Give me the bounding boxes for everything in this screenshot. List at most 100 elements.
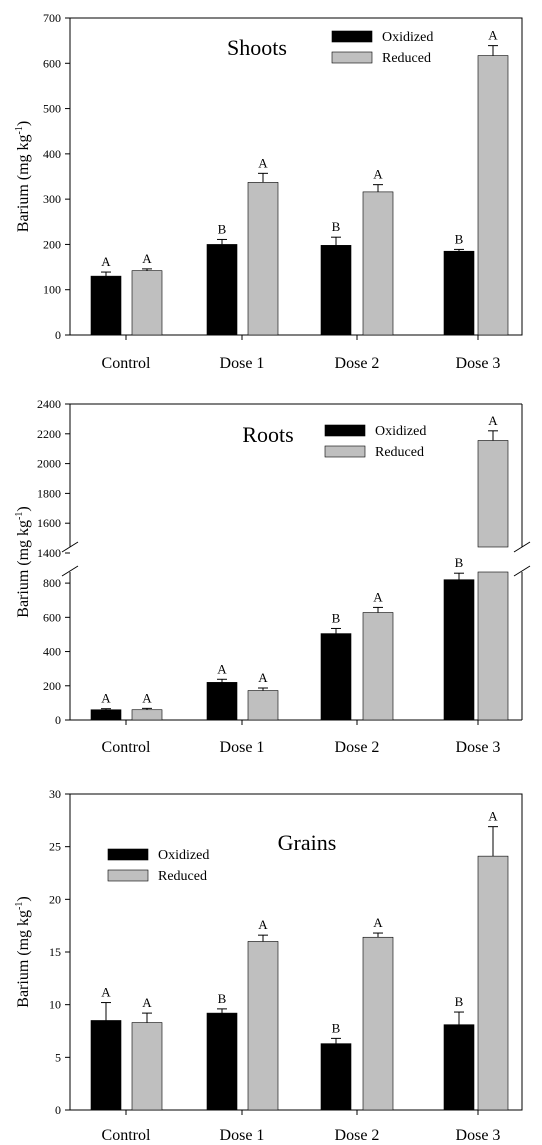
- x-tick-label: Dose 2: [335, 355, 380, 372]
- legend-swatch: [331, 30, 373, 43]
- y-tick-label: 1800: [37, 486, 61, 500]
- x-tick-label: Control: [102, 355, 151, 372]
- y-tick-label: 800: [43, 576, 61, 590]
- bar: [362, 612, 394, 721]
- significance-letter: A: [258, 155, 268, 170]
- bar-upper: [477, 440, 509, 548]
- x-tick-label: Dose 3: [456, 1127, 501, 1144]
- y-axis-title: Barium (mg kg-1): [14, 121, 32, 232]
- y-tick-label: 15: [49, 945, 61, 959]
- legend-swatch: [324, 424, 366, 437]
- bar: [206, 244, 238, 336]
- significance-letter: A: [258, 670, 268, 685]
- x-tick-label: Dose 3: [456, 739, 501, 756]
- legend-swatch: [324, 445, 366, 458]
- x-tick-label: Control: [102, 739, 151, 756]
- significance-letter: A: [142, 995, 152, 1010]
- significance-letter: A: [488, 28, 498, 43]
- significance-letter: B: [332, 219, 341, 234]
- bar: [477, 55, 509, 336]
- bar: [443, 250, 475, 336]
- legend-label: Reduced: [375, 445, 424, 460]
- significance-letter: A: [101, 985, 111, 1000]
- y-tick-label: 300: [43, 192, 61, 206]
- legend-label: Reduced: [158, 869, 207, 884]
- y-tick-label: 0: [55, 328, 61, 342]
- significance-letter: A: [142, 251, 152, 266]
- bar: [320, 245, 352, 336]
- axis-break-mark-right: [513, 541, 531, 577]
- significance-letter: B: [218, 991, 227, 1006]
- bar: [247, 941, 279, 1111]
- y-tick-label: 600: [43, 56, 61, 70]
- bar: [90, 1020, 122, 1111]
- y-axis-title: Barium (mg kg-1): [14, 896, 32, 1007]
- significance-letter: A: [373, 589, 383, 604]
- significance-letter: B: [218, 221, 227, 236]
- y-tick-label: 20: [49, 892, 61, 906]
- significance-letter: A: [217, 661, 227, 676]
- bar: [320, 1043, 352, 1111]
- panel-title: Grains: [278, 830, 337, 855]
- bar: [206, 1012, 238, 1111]
- bar: [477, 571, 509, 721]
- legend-label: Oxidized: [158, 848, 209, 863]
- x-tick-label: Control: [102, 1127, 151, 1144]
- significance-letter: B: [455, 555, 464, 570]
- x-tick-label: Dose 2: [335, 1127, 380, 1144]
- y-tick-label: 600: [43, 610, 61, 624]
- y-tick-label: 10: [49, 998, 61, 1012]
- bar: [206, 682, 238, 721]
- bar: [90, 709, 122, 721]
- y-tick-label: 400: [43, 147, 61, 161]
- bar: [131, 270, 163, 336]
- x-tick-label: Dose 1: [220, 739, 265, 756]
- bar: [443, 579, 475, 721]
- y-tick-label: 0: [55, 1103, 61, 1117]
- bar: [362, 191, 394, 336]
- chart-panel-grains: 0 5 10 15 20 25 30 Barium (mg kg-1) Control Dose …: [14, 787, 523, 1144]
- significance-letter: B: [332, 610, 341, 625]
- legend-label: Oxidized: [382, 30, 433, 45]
- bar: [247, 182, 279, 336]
- bar: [247, 690, 279, 721]
- legend-label: Oxidized: [375, 424, 426, 439]
- y-tick-label: 1400: [37, 546, 61, 560]
- bar: [477, 855, 509, 1111]
- y-tick-label: 200: [43, 679, 61, 693]
- significance-letter: B: [455, 231, 464, 246]
- legend-swatch: [107, 848, 149, 861]
- x-tick-label: Dose 1: [220, 355, 265, 372]
- chart-panel-roots: 0 200 400 600 800 1400 1600 1800 2000 2200 2400 Bar…: [14, 397, 531, 756]
- significance-letter: A: [101, 691, 111, 706]
- significance-letter: A: [488, 809, 498, 824]
- y-tick-label: 200: [43, 237, 61, 251]
- legend-label: Reduced: [382, 51, 431, 66]
- significance-letter: B: [332, 1020, 341, 1035]
- significance-letter: B: [455, 994, 464, 1009]
- y-tick-label: 30: [49, 787, 61, 801]
- y-tick-label: 100: [43, 283, 61, 297]
- y-tick-label: 400: [43, 645, 61, 659]
- y-tick-label: 2400: [37, 397, 61, 411]
- significance-letter: A: [373, 167, 383, 182]
- bar: [90, 275, 122, 336]
- legend-swatch: [107, 869, 149, 882]
- y-tick-label: 2000: [37, 457, 61, 471]
- y-axis-title: Barium (mg kg-1): [14, 506, 32, 617]
- chart-panel-shoots: 0 100 200 300 400 500 600 700 Barium (mg kg-1) Co…: [14, 11, 523, 372]
- y-tick-label: 0: [55, 713, 61, 727]
- y-tick-label: 5: [55, 1050, 61, 1064]
- axis-break-mark-left: [61, 541, 79, 577]
- bar: [362, 936, 394, 1111]
- x-tick-label: Dose 3: [456, 355, 501, 372]
- y-tick-label: 700: [43, 11, 61, 25]
- significance-letter: A: [258, 917, 268, 932]
- y-tick-label: 500: [43, 102, 61, 116]
- y-tick-label: 2200: [37, 427, 61, 441]
- panel-title: Roots: [242, 422, 293, 447]
- bar: [443, 1024, 475, 1111]
- bar: [131, 1022, 163, 1111]
- plot-frame: [69, 17, 523, 336]
